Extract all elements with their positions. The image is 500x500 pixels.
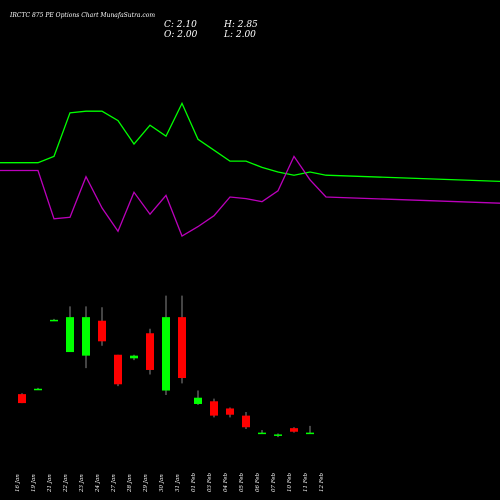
candle xyxy=(178,295,186,384)
x-tick-label: 01 Feb xyxy=(191,472,197,492)
candle-body xyxy=(290,428,298,432)
candle-body xyxy=(210,401,218,416)
x-tick-label: 06 Feb xyxy=(255,472,261,492)
candle xyxy=(82,306,90,369)
close-readout: C: 2.10 xyxy=(164,20,197,30)
candle-body xyxy=(242,415,250,428)
x-tick-label: 23 Jan xyxy=(79,474,85,493)
x-tick-label: 19 Jan xyxy=(31,474,37,492)
candle xyxy=(66,306,74,353)
candle-body xyxy=(258,432,266,435)
candle-body xyxy=(146,333,154,370)
candle xyxy=(242,412,250,430)
open-readout: O: 2.00 xyxy=(164,30,198,40)
x-tick-label: 12 Feb xyxy=(319,472,325,492)
indicator-line-2 xyxy=(0,155,500,237)
candle xyxy=(226,407,234,418)
candle-body xyxy=(130,355,138,359)
low-readout: L: 2.00 xyxy=(224,30,256,40)
candle-body xyxy=(178,317,186,379)
x-tick-label: 05 Feb xyxy=(239,472,245,492)
chart-title: IRCTC 875 PE Options Chart MunafaSutra.c… xyxy=(10,12,156,19)
candle xyxy=(258,429,266,435)
high-readout: H: 2.85 xyxy=(224,20,258,30)
candle-body xyxy=(226,408,234,415)
candle xyxy=(50,318,58,322)
x-tick-label: 03 Feb xyxy=(207,472,213,492)
candle-body xyxy=(18,394,26,404)
candle xyxy=(194,390,202,405)
x-tick-label: 28 Jan xyxy=(127,474,133,493)
candle-body xyxy=(194,397,202,404)
x-tick-label: 22 Jan xyxy=(63,474,69,493)
candle-body xyxy=(162,317,170,391)
indicator-line-1 xyxy=(0,101,500,183)
x-tick-label: 29 Jan xyxy=(143,474,149,493)
candles xyxy=(18,295,314,438)
x-tick-label: 11 Feb xyxy=(303,472,309,492)
candle-body xyxy=(82,317,90,356)
x-tick-label: 24 Jan xyxy=(95,474,101,493)
candle-body xyxy=(50,319,58,322)
candle-body xyxy=(274,434,282,436)
candle xyxy=(274,433,282,438)
candle xyxy=(210,398,218,418)
candle-body xyxy=(34,388,42,391)
candle xyxy=(34,387,42,391)
x-axis-labels: 16 Jan 19 Jan 21 Jan 22 Jan 23 Jan 24 Jan 27 J… xyxy=(15,472,325,493)
candle-body xyxy=(114,354,122,385)
x-tick-label: 10 Feb xyxy=(287,472,293,492)
candle xyxy=(114,354,122,387)
candle xyxy=(18,393,26,404)
x-tick-label: 30 Jan xyxy=(159,474,165,492)
candle xyxy=(306,425,314,435)
candle xyxy=(162,295,170,396)
x-tick-label: 21 Jan xyxy=(47,474,53,493)
x-tick-label: 04 Feb xyxy=(223,472,229,492)
x-tick-label: 07 Feb xyxy=(271,472,277,492)
candle-body xyxy=(306,432,314,435)
x-tick-label: 31 Jan xyxy=(175,474,181,492)
x-tick-label: 27 Jan xyxy=(111,474,117,493)
candle xyxy=(146,328,154,375)
x-tick-label: 16 Jan xyxy=(15,474,21,492)
candle xyxy=(130,354,138,361)
candle-body xyxy=(98,320,106,342)
indicator-lines xyxy=(0,101,500,237)
candle xyxy=(98,307,106,346)
candle-body xyxy=(66,317,74,353)
candle xyxy=(290,427,298,433)
